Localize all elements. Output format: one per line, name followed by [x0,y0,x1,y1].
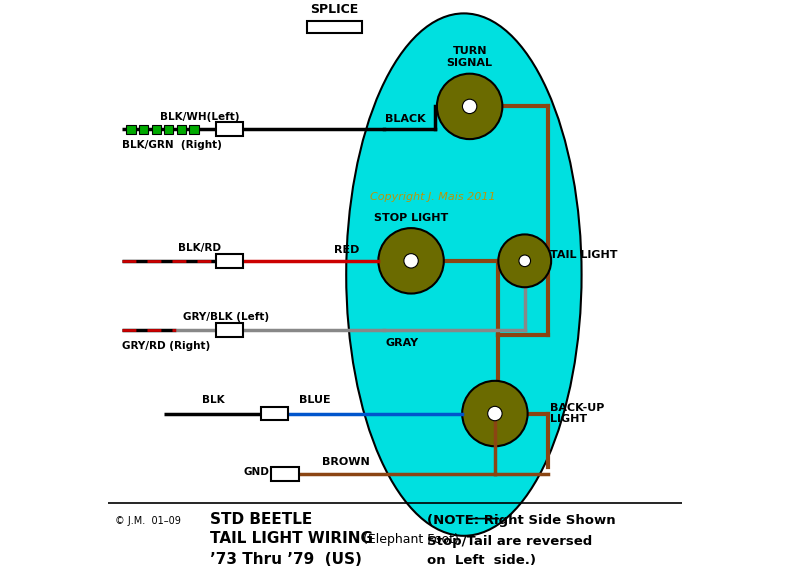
Circle shape [487,406,502,420]
Circle shape [462,381,528,446]
Text: STOP LIGHT: STOP LIGHT [374,213,448,223]
Text: BLUE: BLUE [299,396,330,406]
FancyBboxPatch shape [216,123,243,137]
FancyBboxPatch shape [177,125,186,134]
FancyBboxPatch shape [152,125,161,134]
Text: GRAY: GRAY [386,338,419,348]
Text: GRY/RD (Right): GRY/RD (Right) [122,340,211,351]
Text: TAIL LIGHT WIRING: TAIL LIGHT WIRING [210,531,373,546]
Text: BLK/WH(Left): BLK/WH(Left) [160,112,239,122]
FancyBboxPatch shape [164,125,173,134]
FancyBboxPatch shape [190,125,198,134]
Circle shape [519,255,531,267]
Text: SPLICE: SPLICE [310,3,359,16]
Text: BLK: BLK [201,396,224,406]
Text: GRY/BLK (Left): GRY/BLK (Left) [182,312,269,322]
Text: GND: GND [244,467,270,477]
FancyBboxPatch shape [271,467,299,481]
FancyBboxPatch shape [307,21,363,33]
FancyBboxPatch shape [261,407,288,420]
Text: BROWN: BROWN [322,457,370,467]
Text: BLACK: BLACK [386,113,426,124]
Circle shape [437,74,502,139]
Text: STD BEETLE: STD BEETLE [210,511,312,526]
Circle shape [378,228,444,294]
Text: ’73 Thru ’79  (US): ’73 Thru ’79 (US) [210,552,362,567]
Circle shape [462,99,477,113]
Text: TAIL LIGHT: TAIL LIGHT [550,249,618,260]
Text: BLK/RD: BLK/RD [179,243,221,253]
Text: BLK/GRN  (Right): BLK/GRN (Right) [122,140,222,150]
FancyBboxPatch shape [216,254,243,268]
FancyBboxPatch shape [139,125,149,134]
Text: (NOTE: Right Side Shown: (NOTE: Right Side Shown [427,514,615,527]
Circle shape [498,234,551,287]
Text: on  Left  side.): on Left side.) [427,554,536,567]
FancyBboxPatch shape [216,323,243,337]
Text: RED: RED [333,245,359,255]
Text: Stop/Tail are reversed: Stop/Tail are reversed [427,535,592,548]
Text: © J.M.  01–09: © J.M. 01–09 [115,516,181,526]
Text: BACK-UP
LIGHT: BACK-UP LIGHT [550,403,604,425]
Text: Copyright J. Mais 2011: Copyright J. Mais 2011 [370,192,495,202]
FancyBboxPatch shape [126,125,136,134]
Circle shape [404,253,418,268]
Text: (Elephant Foot): (Elephant Foot) [355,533,459,546]
Ellipse shape [346,13,581,536]
Text: TURN
SIGNAL: TURN SIGNAL [446,46,493,68]
